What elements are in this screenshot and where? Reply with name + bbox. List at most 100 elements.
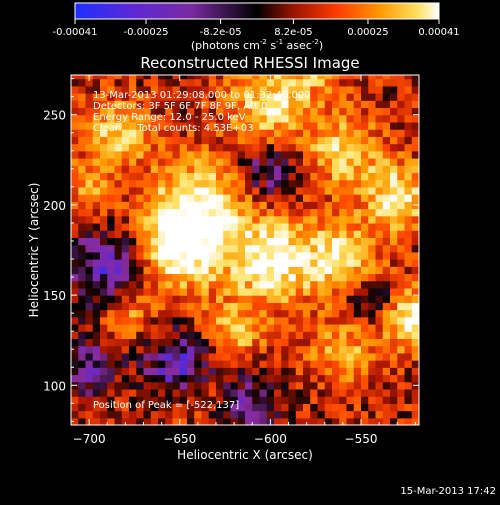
heatmap-cell [230,107,239,116]
heatmap-cell [332,323,340,332]
heatmap-cell [332,143,340,152]
heatmap-cell [129,121,137,130]
heatmap-cell [216,150,224,159]
heatmap-cell [368,273,377,282]
heatmap-cell [310,266,319,275]
heatmap-cell [266,244,275,253]
heatmap-cell [390,266,398,275]
heatmap-cell [230,78,239,87]
heatmap-cell [150,129,159,137]
heatmap-cell [187,100,195,109]
heatmap-cell [317,345,326,354]
heatmap-cell [368,179,377,188]
heatmap-cell [208,179,217,188]
heatmap-cell [375,78,384,87]
heatmap-cell [245,78,253,87]
heatmap-cell [252,367,261,376]
heatmap-cell [361,367,369,376]
heatmap-cell [353,222,362,231]
heatmap-cell [295,280,304,289]
heatmap-cell [368,287,377,296]
heatmap-cell [361,259,369,267]
heatmap-cell [100,194,108,202]
heatmap-cell [150,121,159,130]
heatmap-cell [121,417,130,425]
heatmap-cell [332,222,340,231]
heatmap-cell [78,259,87,267]
heatmap-cell [310,417,319,425]
heatmap-cell [288,129,297,137]
heatmap-cell [92,266,101,275]
heatmap-cell [158,345,166,354]
heatmap-cell [121,259,130,267]
heatmap-cell [194,381,203,390]
heatmap-cell [150,287,159,296]
heatmap-cell [85,280,94,289]
heatmap-cell [78,194,87,202]
heatmap-cell [339,85,348,94]
heatmap-cell [107,316,116,325]
heatmap-cell [208,259,217,267]
heatmap-cell [230,165,239,174]
heatmap-cell [281,179,290,188]
heatmap-cell [201,388,210,397]
heatmap-cell [339,222,348,231]
heatmap-cell [194,403,203,412]
heatmap-cell [274,121,282,130]
heatmap-cell [114,352,123,361]
heatmap-cell [339,179,348,188]
heatmap-cell [252,100,261,109]
heatmap-cell [332,186,340,195]
heatmap-cell [237,143,246,152]
heatmap-cell [143,316,152,325]
heatmap-cell [295,309,304,318]
heatmap-cell [245,172,253,181]
heatmap-cell [404,107,413,116]
heatmap-cell [397,114,406,123]
heatmap-cell [208,215,217,224]
heatmap-cell [201,237,210,246]
heatmap-cell [165,331,174,340]
heatmap-cell [92,93,101,101]
heatmap-cell [245,323,253,332]
heatmap-cell [397,244,406,253]
heatmap-cell [100,323,108,332]
heatmap-cell [114,338,123,347]
heatmap-cell [92,215,101,224]
heatmap-cell [107,121,116,130]
heatmap-cell [143,93,152,101]
heatmap-cell [121,273,130,282]
heatmap-cell [404,280,413,289]
heatmap-cell [317,129,326,137]
heatmap-cell [194,295,203,303]
heatmap-cell [332,388,340,397]
heatmap-cell [324,165,333,174]
heatmap-cell [223,208,232,217]
heatmap-cell [223,107,232,116]
heatmap-cell [78,251,87,260]
heatmap-cell [382,150,391,159]
heatmap-cell [259,396,268,404]
heatmap-cell [216,331,224,340]
heatmap-cell [114,201,123,210]
heatmap-cell [332,295,340,303]
heatmap-cell [382,136,391,145]
heatmap-cell [281,215,290,224]
heatmap-cell [187,230,195,238]
heatmap-cell [274,360,282,368]
heatmap-cell [100,352,108,361]
heatmap-cell [295,273,304,282]
heatmap-cell [353,295,362,303]
heatmap-cell [295,396,304,404]
heatmap-cell [136,114,145,123]
heatmap-cell [230,208,239,217]
heatmap-cell [107,85,116,94]
heatmap-cell [85,93,94,101]
heatmap-cell [346,331,355,340]
heatmap-cell [361,165,369,174]
heatmap-cell [259,295,268,303]
heatmap-cell [172,157,181,166]
heatmap-cell [143,215,152,224]
heatmap-cell [179,352,188,361]
heatmap-cell [187,381,195,390]
